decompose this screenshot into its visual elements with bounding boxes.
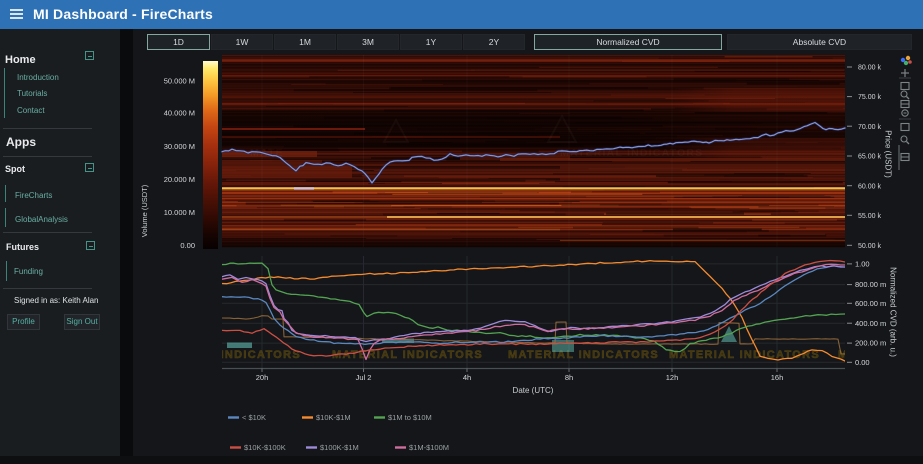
- svg-text:16h: 16h: [771, 373, 784, 382]
- svg-text:50.00 k: 50.00 k: [858, 243, 881, 250]
- svg-text:60.00 k: 60.00 k: [858, 183, 881, 190]
- svg-text:Date (UTC): Date (UTC): [513, 386, 554, 395]
- svg-text:0.00: 0.00: [180, 241, 195, 250]
- svg-text:0.00: 0.00: [855, 358, 870, 367]
- svg-text:30.000 M: 30.000 M: [164, 142, 195, 151]
- svg-text:< $10K: < $10K: [242, 413, 266, 422]
- svg-text:40.000 M: 40.000 M: [164, 109, 195, 118]
- svg-text:4h: 4h: [463, 373, 471, 382]
- svg-text:Volume (USDT): Volume (USDT): [140, 184, 149, 237]
- svg-text:600.00 m: 600.00 m: [855, 299, 886, 308]
- svg-text:400.00 m: 400.00 m: [855, 319, 886, 328]
- svg-text:$1M to $10M: $1M to $10M: [388, 413, 432, 422]
- svg-text:75.00 k: 75.00 k: [858, 94, 881, 101]
- svg-text:Normalized CVD (arb. u.): Normalized CVD (arb. u.): [889, 267, 898, 357]
- svg-text:$10K-$1M: $10K-$1M: [316, 413, 351, 422]
- svg-text:MATERIAL INDICATORS: MATERIAL INDICATORS: [332, 349, 483, 361]
- svg-text:200.00 m: 200.00 m: [855, 339, 886, 348]
- svg-text:Jul 2: Jul 2: [356, 373, 372, 382]
- svg-text:50.000 M: 50.000 M: [164, 76, 195, 85]
- svg-text:MATERIAL INDICATORS: MATERIAL INDICATORS: [150, 349, 301, 361]
- svg-text:10.000 M: 10.000 M: [164, 208, 195, 217]
- svg-text:MATERIAL INDICATORS: MATERIAL INDICATORS: [669, 349, 820, 361]
- svg-text:$10K-$100K: $10K-$100K: [244, 443, 286, 452]
- svg-text:20.000 M: 20.000 M: [164, 175, 195, 184]
- svg-text:8h: 8h: [565, 373, 573, 382]
- svg-text:Price (USDT): Price (USDT): [884, 130, 893, 178]
- svg-text:20h: 20h: [256, 373, 269, 382]
- svg-text:70.00 k: 70.00 k: [858, 124, 881, 131]
- svg-text:MATERIAL INDICATORS: MATERIAL INDICATORS: [508, 349, 659, 361]
- svg-text:12h: 12h: [666, 373, 679, 382]
- svg-text:MATERIAL INDICATORS: MATERIAL INDICATORS: [838, 349, 923, 361]
- svg-text:55.00 k: 55.00 k: [858, 213, 881, 220]
- svg-text:$1M-$100M: $1M-$100M: [409, 443, 449, 452]
- svg-text:1.00: 1.00: [855, 260, 870, 269]
- svg-text:65.00 k: 65.00 k: [858, 154, 881, 161]
- svg-text:800.00 m: 800.00 m: [855, 280, 886, 289]
- svg-text:80.00 k: 80.00 k: [858, 65, 881, 72]
- svg-text:$100K-$1M: $100K-$1M: [320, 443, 359, 452]
